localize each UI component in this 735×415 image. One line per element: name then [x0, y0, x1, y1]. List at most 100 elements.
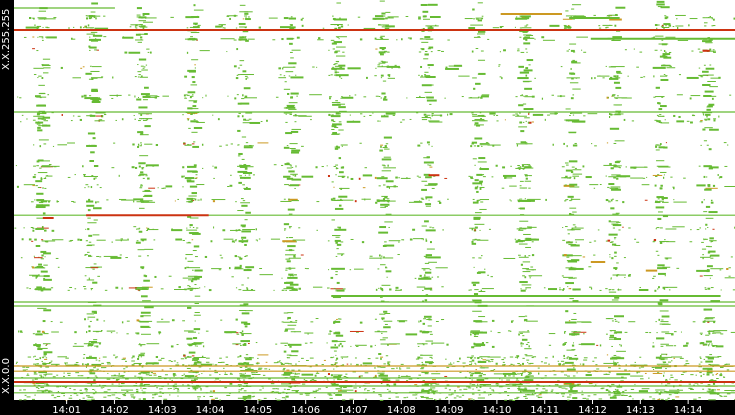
traffic-dot — [315, 389, 319, 391]
traffic-dot — [517, 167, 519, 169]
traffic-dot — [83, 27, 85, 29]
traffic-dot — [503, 49, 506, 52]
traffic-dot — [241, 284, 244, 286]
traffic-dot — [375, 357, 379, 359]
traffic-dot — [21, 114, 24, 116]
traffic-dot — [381, 195, 388, 197]
traffic-dot — [333, 287, 336, 289]
traffic-dot — [398, 375, 400, 377]
traffic-dot — [205, 330, 209, 332]
traffic-dot — [364, 382, 366, 384]
traffic-dot — [660, 65, 672, 67]
traffic-dot — [531, 241, 534, 243]
traffic-dot — [88, 277, 90, 280]
traffic-dot — [388, 74, 391, 77]
traffic-dot — [529, 277, 531, 279]
traffic-dot — [414, 277, 417, 279]
traffic-dot — [520, 332, 523, 334]
traffic-dot — [385, 266, 387, 268]
traffic-dot — [187, 267, 201, 269]
traffic-dot — [229, 373, 233, 375]
traffic-dot — [38, 84, 45, 86]
traffic-dot — [450, 362, 452, 364]
traffic-dot — [121, 287, 123, 290]
traffic-dot — [135, 388, 139, 390]
traffic-dot — [707, 37, 711, 39]
traffic-dot — [516, 228, 527, 230]
traffic-dot — [295, 390, 298, 393]
traffic-dot — [220, 319, 223, 321]
traffic-dot — [95, 112, 106, 114]
traffic-dot — [86, 245, 93, 247]
traffic-dot — [574, 239, 584, 241]
traffic-dot — [25, 26, 40, 29]
traffic-dot — [238, 256, 241, 258]
traffic-dot — [86, 200, 94, 203]
traffic-dot — [246, 288, 249, 291]
traffic-dot — [724, 389, 735, 391]
traffic-dot — [523, 81, 530, 83]
traffic-dot — [706, 265, 713, 268]
traffic-dot — [715, 345, 724, 348]
traffic-dot — [487, 356, 501, 358]
traffic-dot — [194, 284, 197, 286]
traffic-dot — [333, 41, 343, 44]
traffic-dot — [652, 345, 655, 348]
traffic-dot — [471, 355, 474, 357]
traffic-dot — [21, 238, 24, 241]
traffic-dot — [609, 337, 617, 339]
traffic-dot — [570, 198, 573, 201]
traffic-dot — [523, 95, 525, 97]
traffic-dot — [660, 122, 670, 124]
traffic-dot — [192, 81, 196, 84]
traffic-dot — [335, 164, 339, 166]
traffic-dot — [416, 286, 426, 288]
traffic-dot — [126, 320, 130, 322]
traffic-dot — [572, 342, 574, 344]
traffic-dot — [338, 226, 341, 229]
traffic-dot — [50, 363, 60, 365]
traffic-dot — [608, 113, 611, 116]
traffic-dot — [139, 343, 141, 345]
traffic-dot — [475, 17, 484, 19]
traffic-dot — [569, 176, 572, 178]
traffic-dot — [37, 187, 41, 189]
traffic-dot — [93, 379, 96, 382]
traffic-dot — [143, 274, 146, 277]
traffic-dot — [130, 394, 134, 396]
traffic-dot — [418, 320, 420, 323]
traffic-dot — [474, 238, 477, 240]
traffic-dot — [388, 186, 398, 188]
traffic-dot — [524, 318, 528, 321]
traffic-dot — [332, 197, 336, 200]
traffic-dot — [663, 174, 665, 176]
traffic-dot — [561, 364, 565, 366]
traffic-dot — [160, 288, 164, 290]
traffic-dot — [119, 254, 122, 256]
traffic-dot — [479, 229, 481, 231]
traffic-dot — [627, 75, 629, 77]
traffic-dot — [193, 164, 197, 167]
traffic-dot — [561, 275, 564, 277]
traffic-dot — [383, 200, 396, 202]
traffic-dot — [85, 365, 87, 368]
traffic-dot — [620, 380, 624, 382]
traffic-dot — [38, 112, 46, 114]
traffic-dot — [288, 108, 297, 110]
traffic-dot — [702, 373, 705, 375]
traffic-dot — [469, 356, 473, 358]
traffic-dot — [525, 237, 532, 240]
traffic-dot — [711, 343, 713, 345]
traffic-dot — [75, 372, 80, 374]
traffic-dot — [665, 25, 667, 27]
traffic-dot — [292, 372, 294, 374]
traffic-dot — [374, 176, 377, 179]
traffic-dot — [31, 398, 35, 400]
traffic-dot — [379, 395, 383, 397]
traffic-dot — [668, 24, 672, 27]
traffic-dot — [283, 88, 291, 90]
traffic-dot — [616, 385, 623, 388]
traffic-dot — [665, 345, 674, 347]
traffic-dot — [342, 166, 345, 169]
